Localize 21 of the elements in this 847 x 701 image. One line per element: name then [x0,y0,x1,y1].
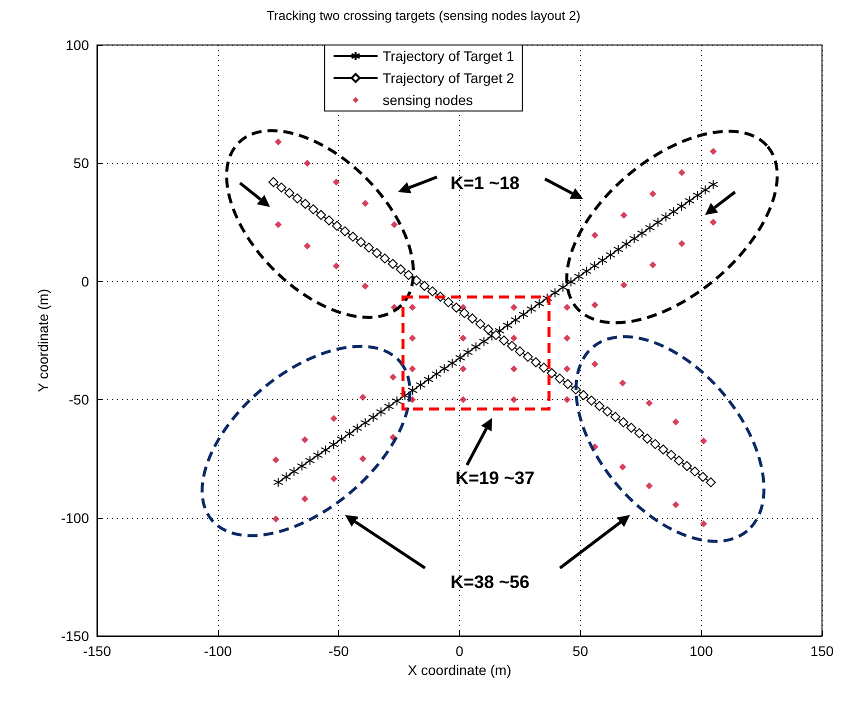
x-tick-label: 0 [456,643,464,659]
y-tick-label: -150 [60,628,90,644]
y-tick-label: 50 [73,155,90,172]
legend-label: Trajectory of Target 1 [382,48,514,64]
legend-label: Trajectory of Target 2 [382,70,514,86]
y-tick-label: 0 [81,273,90,290]
legend-label: sensing nodes [382,92,473,108]
y-tick-label: -100 [60,510,90,526]
annotation: K=19 ~37 [455,468,535,488]
y-axis-title: Y coordinate (m) [35,288,52,392]
chart-title: Tracking two crossing targets (sensing nodes layout 2) [266,8,580,23]
annotation: K=38 ~56 [450,572,530,592]
y-tick-label: 100 [66,37,90,53]
y-tick-label: -50 [68,392,90,408]
x-tick-label: 150 [810,643,834,659]
x-tick-label: 50 [572,643,588,659]
x-tick-label: -50 [328,643,349,659]
x-axis-title: X coordinate (m) [408,662,512,678]
x-tick-label: 100 [689,643,714,659]
x-tick-label: -100 [204,643,232,659]
annotation: K=1 ~18 [450,173,520,193]
